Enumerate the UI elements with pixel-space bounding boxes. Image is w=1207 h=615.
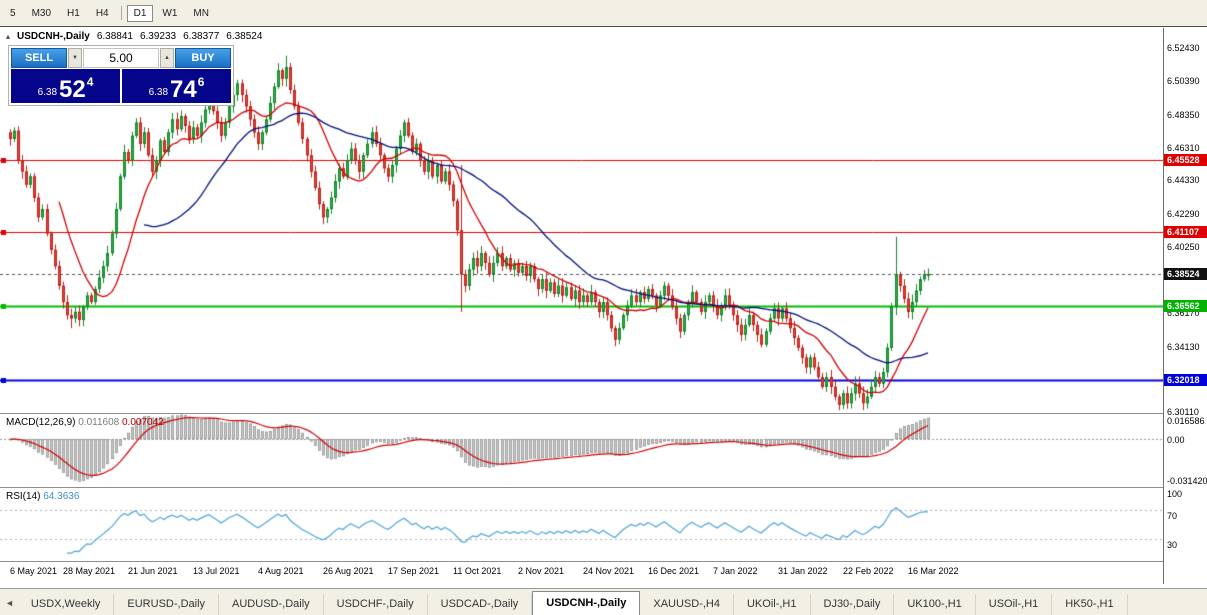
- price-axis-tick: 6.40250: [1167, 242, 1200, 252]
- date-axis-label: 21 Jun 2021: [128, 566, 178, 576]
- chart-tab-xauusd-h4[interactable]: XAUUSD-,H4: [640, 594, 734, 615]
- price-line-badge: 6.45528: [1164, 154, 1207, 166]
- macd-axis-tick: 0.00: [1167, 435, 1185, 445]
- date-axis-label: 22 Feb 2022: [843, 566, 894, 576]
- date-axis-label: 2 Nov 2021: [518, 566, 565, 576]
- timeframe-button-MN[interactable]: MN: [193, 7, 209, 19]
- timeframe-button-5[interactable]: 5: [10, 7, 16, 19]
- rsi-panel-canvas[interactable]: [0, 488, 1163, 561]
- toolbar-divider: [120, 6, 122, 20]
- macd-name: MACD(12,26,9): [6, 417, 76, 428]
- timeframe-button-H1[interactable]: H1: [67, 7, 80, 19]
- buy-price-pip: 6: [197, 75, 205, 89]
- chart-tab-usdcnh-daily[interactable]: USDCNH-,Daily: [532, 591, 641, 615]
- one-click-trading-panel: SELL ▼ 5.00 ▲ BUY 6.38 52 4 6.38 74: [8, 45, 234, 106]
- chart-tabs-bar: ◄ USDX,Weekly EURUSD-,Daily AUDUSD-,Daily US…: [0, 588, 1207, 615]
- macd-signal-value: 0.007042: [122, 417, 164, 428]
- price-line-badge: 6.38524: [1164, 268, 1207, 280]
- panel-separator: [0, 561, 1207, 562]
- macd-axis-tick: -0.031420: [1167, 476, 1207, 486]
- price-axis-tick: 6.36170: [1167, 308, 1200, 318]
- chart-tab-usdchf-daily[interactable]: USDCHF-,Daily: [324, 594, 428, 615]
- panel-separator[interactable]: [0, 413, 1207, 414]
- rsi-value: 64.3636: [43, 491, 80, 502]
- chevron-down-icon: ▼: [72, 55, 78, 61]
- price-axis-tick: 6.34130: [1167, 342, 1200, 352]
- date-axis-label: 16 Dec 2021: [648, 566, 700, 576]
- price-axis-tick: 6.44330: [1167, 175, 1200, 185]
- date-axis-label: 7 Jan 2022: [713, 566, 758, 576]
- date-axis-label: 28 May 2021: [63, 566, 116, 576]
- price-axis-tick: 6.48350: [1167, 110, 1200, 120]
- price-axis-tick: 6.42290: [1167, 209, 1200, 219]
- buy-price-big: 74: [170, 76, 197, 103]
- price-axis-tick: 6.46310: [1167, 143, 1200, 153]
- rsi-name: RSI(14): [6, 491, 41, 502]
- rsi-label: RSI(14) 64.3636: [6, 491, 79, 502]
- ohlc-high: 6.39233: [139, 31, 177, 42]
- tab-scroll-left-icon[interactable]: ◄: [5, 598, 14, 608]
- chart-title: USDCNH-,Daily: [17, 31, 90, 42]
- ohlc-close: 6.38524: [226, 31, 263, 42]
- date-axis-label: 26 Aug 2021: [323, 566, 374, 576]
- timeframe-toolbar: 5 M30 H1 H4 D1 W1 MN: [0, 0, 1207, 27]
- price-axis-tick: 6.52430: [1167, 43, 1200, 53]
- sell-price-big: 52: [59, 76, 86, 103]
- chart-tab-eurusd-daily[interactable]: EURUSD-,Daily: [114, 594, 220, 615]
- volume-increase-button[interactable]: ▲: [160, 48, 174, 68]
- date-axis-label: 17 Sep 2021: [388, 566, 440, 576]
- chart-tab-usoil-h1[interactable]: USOil-,H1: [976, 594, 1053, 615]
- chart-tab-ukoil-h1[interactable]: UKOil-,H1: [734, 594, 811, 615]
- buy-price-display[interactable]: 6.38 74 6: [122, 69, 231, 103]
- chart-tab-usdx-weekly[interactable]: USDX,Weekly: [18, 594, 115, 615]
- chart-tab-uk100-h1[interactable]: UK100-,H1: [894, 594, 976, 615]
- macd-label: MACD(12,26,9) 0.011608 0.007042: [6, 417, 164, 428]
- date-axis-label: 24 Nov 2021: [583, 566, 635, 576]
- price-axis[interactable]: 6.52430 6.50390 6.48350 6.46310 6.44330 6.422…: [1163, 28, 1207, 584]
- ohlc-low: 6.38377: [183, 31, 220, 42]
- chevron-up-icon: ▲: [164, 55, 170, 61]
- timeframe-button-M30[interactable]: M30: [31, 7, 52, 19]
- chart-tab-audusd-daily[interactable]: AUDUSD-,Daily: [219, 594, 324, 615]
- date-axis-label: 31 Jan 2022: [778, 566, 828, 576]
- chart-tab-usdcad-daily[interactable]: USDCAD-,Daily: [428, 594, 533, 615]
- timeframe-button-W1[interactable]: W1: [162, 7, 178, 19]
- rsi-axis-tick: 100: [1167, 489, 1183, 499]
- collapse-icon[interactable]: ▴: [6, 32, 11, 41]
- date-axis-label: 11 Oct 2021: [453, 566, 502, 576]
- sell-price-display[interactable]: 6.38 52 4: [11, 69, 120, 103]
- panel-separator[interactable]: [0, 487, 1207, 488]
- sell-price-prefix: 6.38: [37, 87, 58, 98]
- price-axis-tick: 6.50390: [1167, 76, 1200, 86]
- chart-tab-hk50-h1[interactable]: HK50-,H1: [1052, 594, 1128, 615]
- rsi-axis-tick: 70: [1167, 511, 1178, 521]
- macd-axis-tick: 0.016586: [1167, 416, 1205, 426]
- date-axis-label: 13 Jul 2021: [193, 566, 240, 576]
- date-axis[interactable]: 6 May 2021 28 May 2021 21 Jun 2021 13 Jul 2…: [0, 562, 1163, 584]
- volume-input[interactable]: 5.00: [83, 48, 159, 68]
- volume-decrease-button[interactable]: ▼: [68, 48, 82, 68]
- date-axis-label: 16 Mar 2022: [908, 566, 959, 576]
- chart-header: ▴ USDCNH-,Daily 6.38841 6.39233 6.38377 …: [6, 31, 262, 42]
- sell-button[interactable]: SELL: [11, 48, 67, 68]
- macd-main-value: 0.011608: [78, 417, 120, 428]
- price-line-badge: 6.36562: [1164, 300, 1207, 312]
- sell-price-pip: 4: [86, 75, 94, 89]
- date-axis-label: 6 May 2021: [10, 566, 58, 576]
- macd-panel-canvas[interactable]: [0, 414, 1163, 487]
- rsi-axis-tick: 30: [1167, 540, 1178, 550]
- price-line-badge: 6.41107: [1164, 226, 1207, 238]
- timeframe-button-D1[interactable]: D1: [126, 4, 154, 22]
- timeframe-button-H4[interactable]: H4: [95, 7, 109, 19]
- ohlc-open: 6.38841: [96, 31, 133, 42]
- buy-button[interactable]: BUY: [175, 48, 231, 68]
- price-axis-tick: 6.30110: [1167, 407, 1199, 417]
- date-axis-label: 4 Aug 2021: [258, 566, 304, 576]
- buy-price-prefix: 6.38: [148, 87, 169, 98]
- chart-area: ▴ USDCNH-,Daily 6.38841 6.39233 6.38377 …: [0, 28, 1207, 588]
- price-line-badge: 6.32018: [1164, 374, 1207, 386]
- chart-tab-dj30-daily[interactable]: DJ30-,Daily: [811, 594, 895, 615]
